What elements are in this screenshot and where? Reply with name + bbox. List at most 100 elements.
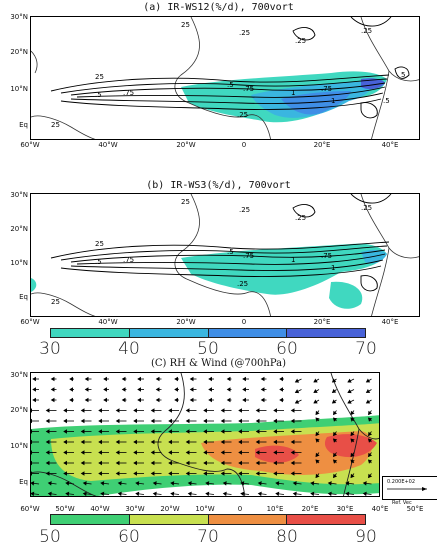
wind-vector-head: [155, 387, 160, 392]
wind-vector-head: [31, 481, 35, 486]
wind-vector-head: [137, 376, 141, 382]
wind-vector-head: [255, 429, 260, 434]
panel-a-lat-10n: 10°N: [10, 85, 28, 93]
panel-b-coast-horn: [371, 247, 390, 316]
wind-vector-head: [205, 481, 210, 486]
panel-b-contour-label: 25: [51, 298, 60, 306]
colorbar-ab-bin: [287, 329, 365, 337]
wind-vector-head: [315, 410, 320, 416]
wind-vector-head: [257, 481, 262, 486]
panel-a-contour-8: [292, 27, 316, 41]
wind-vector-head: [290, 450, 295, 455]
panel-a-lon-40w: 40°W: [98, 141, 118, 149]
wind-vector-head: [332, 459, 338, 464]
wind-vector-head: [80, 418, 85, 424]
colorbar-c-label: 60: [118, 527, 140, 547]
wind-vector-head: [350, 473, 355, 479]
wind-vector-head: [45, 418, 50, 424]
wind-vector-head: [185, 408, 190, 413]
wind-vector-head: [203, 471, 207, 476]
panel-a-contour-label: .75: [243, 85, 254, 93]
wind-vector-head: [115, 460, 120, 466]
ref-vector-arrow-icon: [387, 487, 427, 491]
panel-c-map: [30, 372, 380, 497]
wind-vector-head: [189, 387, 194, 392]
wind-vector-head: [333, 431, 338, 437]
wind-vector-head: [203, 418, 207, 424]
wind-vector-head: [185, 460, 190, 466]
wind-vector-head: [65, 491, 70, 496]
panel-a-contour-label: 1: [291, 89, 295, 97]
wind-vector-head: [331, 388, 337, 393]
wind-vector-head: [168, 418, 172, 424]
wind-vector-head: [315, 431, 320, 437]
wind-vector-head: [133, 450, 137, 455]
panel-c-lon-30e: 30°E: [336, 505, 354, 513]
panel-b-coast-africa-west: [174, 194, 271, 316]
panel-b-contour-5: [70, 259, 384, 271]
wind-vector-head: [290, 460, 295, 466]
panel-b-lon-40e: 40°E: [381, 318, 399, 326]
panel-a-contour-label: 25: [181, 21, 190, 29]
wind-vector-head: [80, 439, 85, 445]
wind-vector-head: [238, 471, 242, 476]
panel-c-lon-10w: 10°W: [195, 505, 215, 513]
panel-b-shade-south: [329, 281, 363, 309]
wind-vector-head: [69, 376, 73, 382]
wind-vector-head: [332, 438, 338, 443]
panel-c-lat-eq: Eq: [19, 478, 28, 486]
colorbar-c-bin: [287, 515, 365, 524]
wind-vector-head: [315, 473, 320, 479]
panel-c-lon-50e: 50°E: [406, 505, 424, 513]
wind-vector-head: [189, 397, 194, 403]
colorbar-c-bin: [208, 515, 288, 524]
wind-vector-head: [47, 491, 52, 496]
wind-vector-head: [187, 481, 192, 486]
wind-vector-head: [279, 387, 283, 392]
wind-vector-head: [185, 471, 190, 476]
wind-vector-head: [137, 387, 141, 392]
wind-vector-head: [152, 481, 157, 486]
wind-vector-head: [63, 408, 67, 413]
wind-vector-head: [150, 450, 155, 455]
wind-vector-head: [174, 387, 178, 392]
wind-vector-head: [170, 481, 175, 486]
wind-vector-head: [362, 481, 367, 486]
wind-vector-head: [362, 491, 367, 496]
panel-c-wind-vectors: [31, 376, 373, 496]
wind-vector-head: [189, 376, 194, 382]
wind-vector-head: [31, 471, 32, 476]
wind-vector-head: [220, 418, 225, 424]
wind-vector-head: [333, 452, 338, 458]
panel-b-contour-label: .5: [227, 248, 234, 256]
wind-vector-head: [100, 491, 105, 496]
wind-vector-head: [32, 376, 36, 382]
wind-vector-head: [84, 376, 89, 382]
wind-vector-head: [82, 491, 87, 496]
wind-vector-head: [327, 491, 332, 496]
wind-vector-head: [31, 408, 32, 413]
wind-vector-head: [313, 378, 318, 383]
wind-vector-head: [220, 460, 225, 466]
wind-vector-head: [350, 417, 355, 422]
wind-vector-head: [82, 481, 87, 486]
wind-vector-head: [168, 439, 172, 445]
wind-vector-head: [150, 439, 155, 445]
wind-vector-head: [69, 397, 73, 403]
wind-vector-head: [294, 389, 300, 394]
wind-vector-head: [315, 438, 320, 443]
colorbar-c-label: 90: [355, 527, 377, 547]
wind-vector-head: [121, 376, 126, 382]
wind-vector-head: [115, 418, 120, 424]
wind-vector-head: [103, 397, 107, 403]
wind-vector-head: [80, 429, 85, 434]
wind-vector-head: [80, 471, 85, 476]
wind-vector-head: [121, 397, 126, 403]
wind-vector-head: [121, 387, 126, 392]
wind-vector-head: [168, 429, 172, 434]
wind-vector-head: [292, 491, 297, 496]
wind-vector-head: [135, 481, 140, 486]
wind-vector-head: [98, 439, 102, 445]
wind-vector-head: [103, 387, 107, 392]
wind-vector-head: [315, 459, 320, 464]
